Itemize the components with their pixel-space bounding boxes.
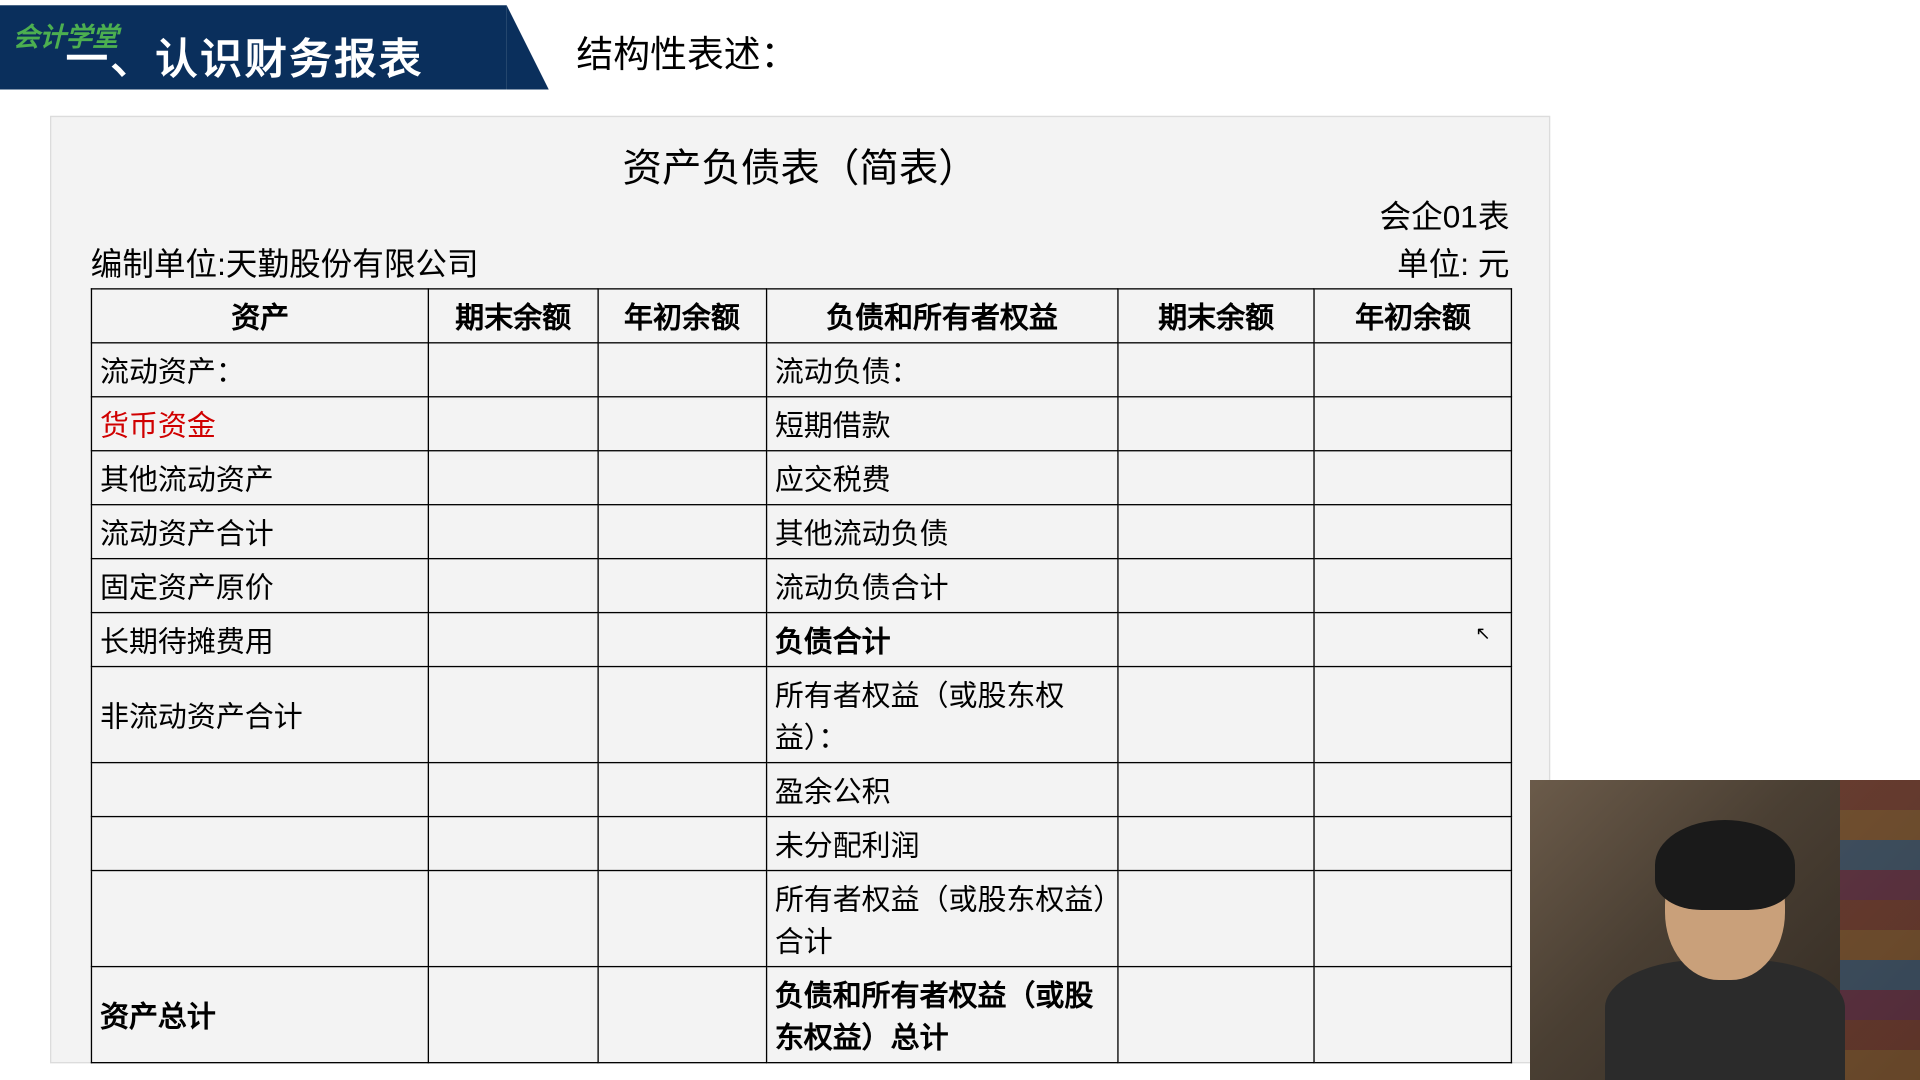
cell-end-left bbox=[429, 613, 598, 667]
balance-sheet-panel: 资产负债表（简表） 会企01表 编制单位:天勤股份有限公司 单位: 元 资产 期… bbox=[50, 116, 1550, 1064]
cell-begin-right bbox=[1315, 871, 1512, 967]
cell-begin-right bbox=[1315, 817, 1512, 871]
section-title: 一、认识财务报表 bbox=[66, 26, 424, 87]
cell-begin-left bbox=[598, 871, 767, 967]
cell-asset: 资产总计 bbox=[91, 967, 428, 1063]
balance-sheet-table: 资产 期末余额 年初余额 负债和所有者权益 期末余额 年初余额 流动资产： 流动负… bbox=[91, 288, 1512, 1063]
cell-end-right bbox=[1118, 397, 1315, 451]
table-row: 长期待摊费用 负债合计 bbox=[91, 613, 1511, 667]
cell-asset: 其他流动资产 bbox=[91, 451, 428, 505]
cell-asset: 流动资产： bbox=[91, 343, 428, 397]
col-begin-balance-right: 年初余额 bbox=[1315, 289, 1512, 343]
cell-end-left bbox=[429, 763, 598, 817]
table-row: 流动资产： 流动负债： bbox=[91, 343, 1511, 397]
cell-liab: 流动负债合计 bbox=[766, 559, 1117, 613]
col-end-balance-right: 期末余额 bbox=[1118, 289, 1315, 343]
cell-begin-left bbox=[598, 763, 767, 817]
table-row: 货币资金 短期借款 bbox=[91, 397, 1511, 451]
presenter-webcam bbox=[1530, 780, 1920, 1080]
section-banner: 会计学堂 一、认识财务报表 bbox=[0, 5, 507, 89]
cell-begin-left bbox=[598, 451, 767, 505]
bookshelf-background bbox=[1840, 780, 1920, 1080]
cell-end-right bbox=[1118, 817, 1315, 871]
col-assets: 资产 bbox=[91, 289, 428, 343]
table-header-row: 资产 期末余额 年初余额 负债和所有者权益 期末余额 年初余额 bbox=[91, 289, 1511, 343]
slide-subtitle: 结构性表述： bbox=[576, 26, 797, 79]
cell-liab: 应交税费 bbox=[766, 451, 1117, 505]
sheet-title: 资产负债表（简表） bbox=[51, 136, 1549, 194]
cell-begin-right bbox=[1315, 559, 1512, 613]
presenter-silhouette bbox=[1615, 820, 1835, 1080]
cell-end-right bbox=[1118, 559, 1315, 613]
cell-begin-left bbox=[598, 967, 767, 1063]
cell-asset: 固定资产原价 bbox=[91, 559, 428, 613]
table-row: 资产总计 负债和所有者权益（或股东权益）总计 bbox=[91, 967, 1511, 1063]
table-row: 流动资产合计 其他流动负债 bbox=[91, 505, 1511, 559]
cell-liab: 所有者权益（或股东权益）合计 bbox=[766, 871, 1117, 967]
cell-end-right bbox=[1118, 451, 1315, 505]
cell-end-right bbox=[1118, 763, 1315, 817]
unit-label: 单位: 元 bbox=[1397, 238, 1509, 284]
cell-asset: 长期待摊费用 bbox=[91, 613, 428, 667]
cell-asset bbox=[91, 871, 428, 967]
cell-end-right bbox=[1118, 505, 1315, 559]
cell-end-left bbox=[429, 559, 598, 613]
cell-end-left bbox=[429, 451, 598, 505]
cell-liab: 其他流动负债 bbox=[766, 505, 1117, 559]
cell-end-left bbox=[429, 967, 598, 1063]
cell-end-right bbox=[1118, 667, 1315, 763]
cell-begin-left bbox=[598, 397, 767, 451]
col-liab-equity: 负债和所有者权益 bbox=[766, 289, 1117, 343]
cell-begin-right bbox=[1315, 397, 1512, 451]
cell-liab: 短期借款 bbox=[766, 397, 1117, 451]
cell-end-left bbox=[429, 505, 598, 559]
cell-begin-right bbox=[1315, 613, 1512, 667]
cell-asset: 非流动资产合计 bbox=[91, 667, 428, 763]
table-row: 固定资产原价 流动负债合计 bbox=[91, 559, 1511, 613]
col-end-balance-left: 期末余额 bbox=[429, 289, 598, 343]
cell-end-right bbox=[1118, 871, 1315, 967]
cell-begin-right bbox=[1315, 667, 1512, 763]
cell-end-left bbox=[429, 817, 598, 871]
cell-end-left bbox=[429, 397, 598, 451]
cell-liab: 所有者权益（或股东权益）： bbox=[766, 667, 1117, 763]
cell-begin-left bbox=[598, 343, 767, 397]
cell-asset bbox=[91, 763, 428, 817]
cell-begin-left bbox=[598, 817, 767, 871]
cell-begin-left bbox=[598, 613, 767, 667]
table-row: 未分配利润 bbox=[91, 817, 1511, 871]
cell-liab: 负债和所有者权益（或股东权益）总计 bbox=[766, 967, 1117, 1063]
cell-liab: 未分配利润 bbox=[766, 817, 1117, 871]
stage: 会计学堂 一、认识财务报表 结构性表述： 资产负债表（简表） 会企01表 编制单… bbox=[0, 0, 1920, 1080]
cell-end-right bbox=[1118, 343, 1315, 397]
col-begin-balance-left: 年初余额 bbox=[598, 289, 767, 343]
cell-begin-right bbox=[1315, 967, 1512, 1063]
cell-end-left bbox=[429, 871, 598, 967]
cell-begin-right bbox=[1315, 763, 1512, 817]
cell-asset: 流动资产合计 bbox=[91, 505, 428, 559]
cell-begin-right bbox=[1315, 505, 1512, 559]
table-row: 非流动资产合计 所有者权益（或股东权益）： bbox=[91, 667, 1511, 763]
cell-end-left bbox=[429, 667, 598, 763]
cell-liab: 负债合计 bbox=[766, 613, 1117, 667]
cell-begin-left bbox=[598, 505, 767, 559]
form-number: 会企01表 bbox=[1380, 191, 1510, 237]
cell-asset bbox=[91, 817, 428, 871]
cell-asset: 货币资金 bbox=[91, 397, 428, 451]
cell-begin-left bbox=[598, 667, 767, 763]
cell-begin-left bbox=[598, 559, 767, 613]
cell-end-left bbox=[429, 343, 598, 397]
cell-end-right bbox=[1118, 613, 1315, 667]
cell-begin-right bbox=[1315, 343, 1512, 397]
cell-begin-right bbox=[1315, 451, 1512, 505]
table-row: 盈余公积 bbox=[91, 763, 1511, 817]
cell-liab: 盈余公积 bbox=[766, 763, 1117, 817]
table-row: 所有者权益（或股东权益）合计 bbox=[91, 871, 1511, 967]
cell-liab: 流动负债： bbox=[766, 343, 1117, 397]
company-label: 编制单位:天勤股份有限公司 bbox=[91, 238, 479, 284]
cell-end-right bbox=[1118, 967, 1315, 1063]
table-row: 其他流动资产 应交税费 bbox=[91, 451, 1511, 505]
